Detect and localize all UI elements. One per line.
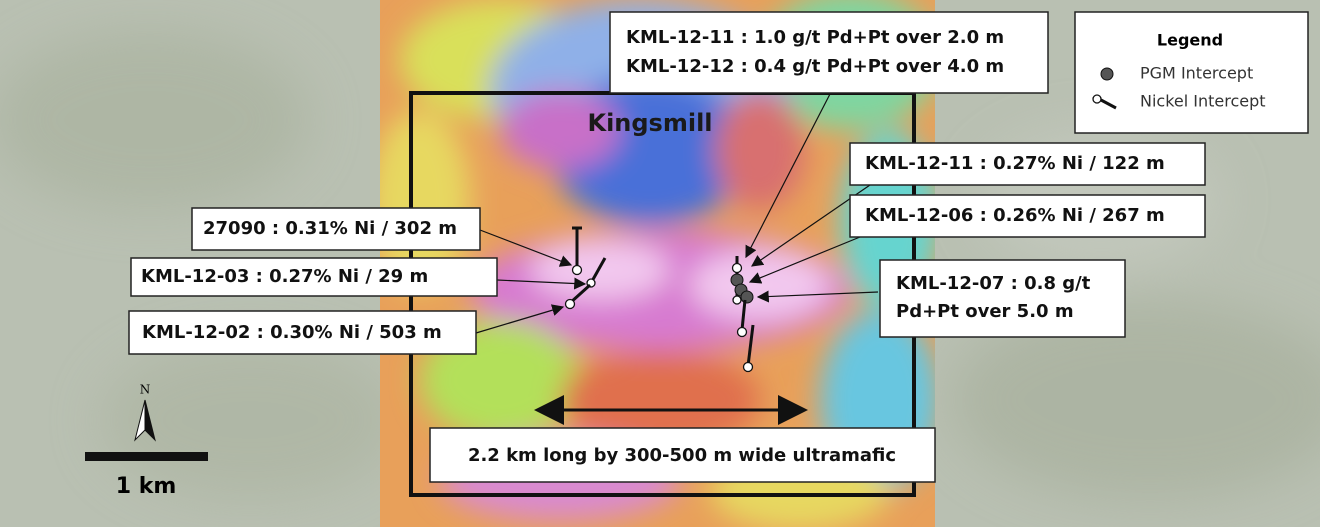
callout-text: KML-12-11 : 1.0 g/t Pd+Pt over 2.0 m: [626, 27, 1004, 48]
north-label: N: [140, 383, 151, 397]
callout-box: [849, 194, 1206, 238]
callout-box: [191, 207, 481, 251]
drill-holes: [564, 226, 755, 373]
legend-nickel-symbol: [1100, 98, 1117, 110]
callout-text: Pd+Pt over 5.0 m: [896, 301, 1074, 322]
callout-text: KML-12-07 : 0.8 g/t: [896, 273, 1091, 294]
note-text: 2.2 km long by 300-500 m wide ultramafic: [468, 445, 896, 466]
map-title: Kingsmill: [587, 109, 712, 137]
callout-box: [128, 310, 477, 355]
legend-nickel-symbol: [1092, 94, 1102, 104]
legend-pgm-symbol: [1100, 67, 1114, 81]
callout-text: 27090 : 0.31% Ni / 302 m: [203, 218, 457, 239]
callout-text: KML-12-03 : 0.27% Ni / 29 m: [141, 266, 428, 287]
terrain: [0, 30, 1320, 500]
callout-text: KML-12-12 : 0.4 g/t Pd+Pt over 4.0 m: [626, 56, 1004, 77]
legend-title: Legend: [1157, 31, 1223, 50]
callout-box: [849, 142, 1206, 186]
callout-box: [130, 257, 498, 297]
callout-text: KML-12-06 : 0.26% Ni / 267 m: [865, 205, 1165, 226]
scale-bar: [85, 452, 208, 461]
callout-box: [879, 259, 1126, 338]
north-arrow: [144, 399, 156, 442]
leader-lines: [475, 93, 879, 334]
callout-text: KML-12-11 : 0.27% Ni / 122 m: [865, 153, 1165, 174]
legend-item: PGM Intercept: [1140, 64, 1253, 83]
callout-box: [609, 11, 1049, 94]
callout-text: KML-12-02 : 0.30% Ni / 503 m: [142, 322, 442, 343]
legend-item: Nickel Intercept: [1140, 92, 1266, 111]
scale-label: 1 km: [116, 474, 177, 499]
legend-box: [1074, 11, 1309, 134]
note-box: [429, 427, 936, 483]
